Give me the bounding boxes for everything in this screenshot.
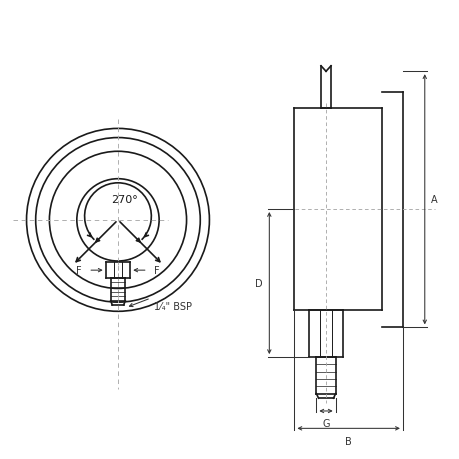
Text: A: A: [430, 195, 437, 205]
Text: F: F: [76, 266, 82, 275]
Text: 1⁄₄" BSP: 1⁄₄" BSP: [154, 302, 192, 312]
Text: F: F: [154, 266, 159, 275]
Text: G: G: [322, 419, 329, 428]
Text: B: B: [345, 436, 351, 446]
Text: 270°: 270°: [111, 195, 137, 204]
Text: D: D: [255, 279, 263, 288]
